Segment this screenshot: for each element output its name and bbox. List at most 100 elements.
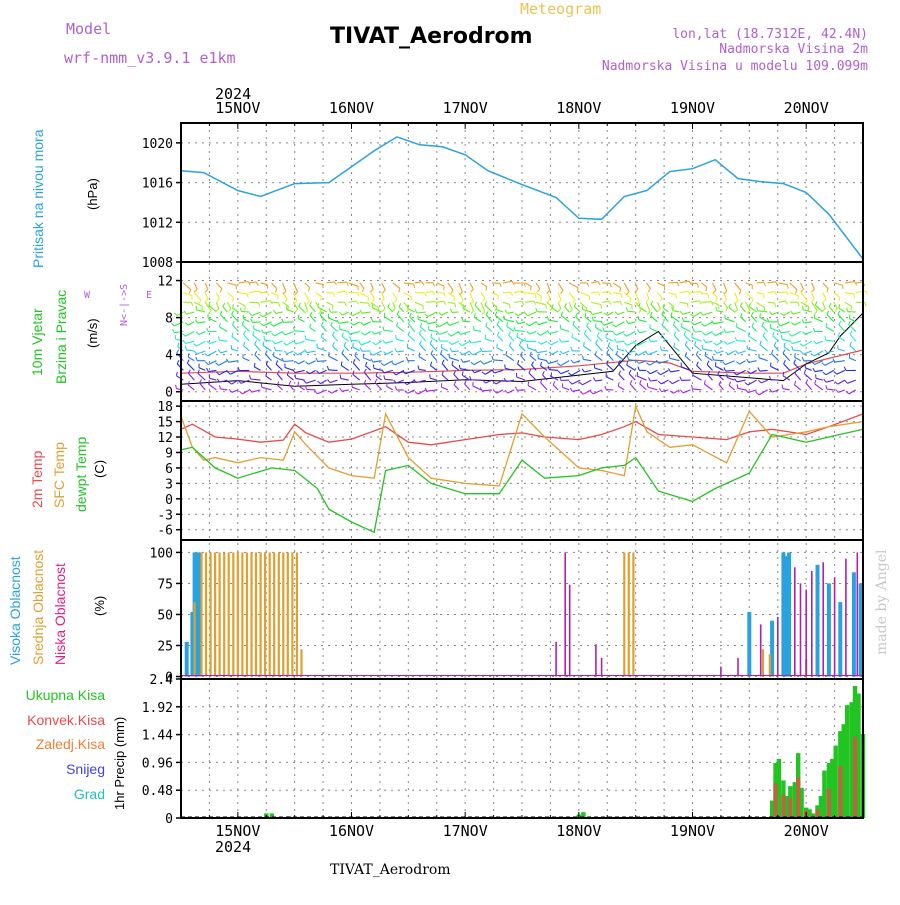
wind-barb-flag — [592, 317, 593, 321]
wind-barb-flag — [669, 354, 670, 358]
wind-barb-flag — [454, 381, 456, 385]
wind-barb — [277, 374, 282, 380]
wind-barb-flag — [244, 331, 246, 335]
wind-barb — [741, 317, 746, 322]
wind-ytick-label: 12 — [157, 275, 173, 290]
pressure-ytick-label: 1008 — [142, 256, 173, 271]
wind-barb-flag — [431, 334, 432, 338]
wind-barb — [463, 351, 470, 355]
wind-barb-flag — [299, 303, 301, 307]
precip-conv-bar — [827, 789, 831, 818]
wind-barb — [725, 319, 735, 322]
wind-barb — [199, 368, 205, 371]
temp-ytick-label: 12 — [157, 431, 173, 446]
cloud-mid-bar — [264, 552, 266, 676]
wind-barb — [673, 325, 679, 332]
cloud-mid-bar — [246, 552, 248, 676]
wind-barb-flag — [806, 380, 808, 384]
wind-barb — [373, 308, 382, 312]
wind-barb-flag — [255, 351, 257, 355]
wind-barb — [448, 283, 453, 290]
wind-barb — [727, 378, 735, 381]
wind-barb — [760, 370, 768, 371]
wind-barb-flag — [430, 340, 432, 344]
wind-barb — [748, 349, 757, 351]
cloud-mid-bar — [194, 602, 196, 677]
wind-barb-flag — [177, 372, 178, 376]
wind-barb — [384, 361, 393, 366]
wind-barb-flag — [471, 362, 474, 365]
wind-barb — [415, 282, 422, 283]
wind-barb — [429, 330, 437, 331]
wind-barb — [532, 365, 537, 370]
wind-barb — [497, 325, 503, 332]
temp-ytick-label: 0 — [165, 493, 173, 508]
wind-barb — [816, 341, 823, 344]
wind-barb-flag — [680, 311, 683, 314]
wind-barb — [573, 325, 580, 332]
wind-barb — [725, 361, 734, 365]
wind-barb-flag — [584, 342, 585, 346]
wind-barb — [518, 322, 525, 324]
wind-barb — [327, 282, 335, 283]
wind-barb — [768, 292, 775, 293]
wind-barb — [561, 361, 570, 366]
precip-total-bar — [834, 746, 838, 818]
cloud-high-bar — [852, 572, 856, 676]
wind-barb-flag — [383, 340, 385, 343]
wind-barb — [597, 336, 602, 341]
wind-barb — [795, 385, 801, 390]
wind-barb — [473, 386, 481, 390]
wind-barb-flag — [172, 329, 174, 333]
wind-barb — [563, 351, 569, 354]
panel-frames — [176, 123, 863, 818]
wind-barb — [220, 389, 227, 390]
wind-barb-flag — [420, 341, 422, 345]
wind-barb-flag — [724, 291, 727, 294]
wind-barb-flag — [625, 350, 627, 353]
wind-barb-flag — [835, 308, 837, 311]
wind-barb — [382, 283, 386, 290]
wind-barb-flag — [528, 382, 529, 386]
wind-barb — [703, 312, 713, 315]
wind-barb — [442, 348, 448, 351]
cloud-mid-bar — [628, 552, 630, 676]
wind-barb-flag — [383, 290, 386, 293]
wind-barb-flag — [339, 312, 342, 315]
wind-barb-flag — [702, 324, 705, 327]
wind-barb — [338, 291, 346, 292]
wind-barb-flag — [795, 353, 796, 357]
wind-barb-flag — [649, 378, 651, 382]
top-date-label: 20NOV — [784, 99, 829, 117]
cloud-mid-bar — [205, 552, 207, 676]
wind-barb-flag — [357, 301, 359, 304]
wind-barb-flag — [288, 306, 289, 310]
wind-barb-flag — [517, 333, 518, 337]
wind-barb — [371, 283, 374, 290]
wind-barb — [253, 322, 261, 323]
wind-barb — [729, 385, 734, 390]
wind-barb-flag — [492, 356, 493, 360]
wind-barb — [624, 302, 632, 305]
cloud-label-3: Niska Oblacnost — [52, 563, 68, 665]
wind-barb-flag — [802, 357, 804, 361]
wind-barb-flag — [548, 316, 549, 320]
wind-barb-flag — [382, 309, 385, 312]
wind-barb-flag — [747, 359, 749, 362]
wind-barb — [770, 328, 778, 332]
wind-barb — [801, 302, 809, 306]
wind-barb — [679, 302, 687, 303]
wind-barb-flag — [310, 302, 312, 306]
wind-barb-flag — [822, 309, 825, 312]
cloud-mid-bar — [287, 552, 289, 676]
wind-barb — [387, 386, 393, 390]
cloud-low-bar — [845, 559, 847, 677]
wind-barb-flag — [397, 311, 399, 315]
footer-station-label: TIVAT_Aerodrom — [330, 862, 451, 878]
wind-barb-flag — [854, 294, 855, 298]
wind-barb-flag — [866, 291, 868, 294]
wind-barb — [692, 338, 701, 341]
wind-barb-flag — [505, 390, 508, 393]
cloud-mid-bar — [232, 552, 234, 676]
